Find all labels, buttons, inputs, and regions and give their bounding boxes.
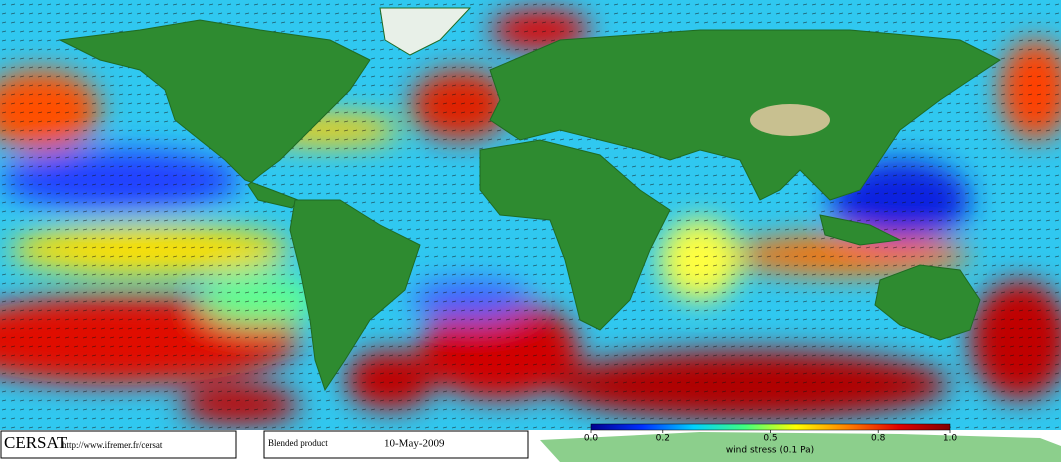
colorbar-tick-label: 1.0 [943, 434, 958, 444]
land [58, 7, 1001, 392]
product-box [263, 430, 529, 459]
colorbar [590, 423, 951, 431]
logo: CERSAT [4, 433, 68, 452]
antarctica [540, 432, 1061, 462]
logo-box [0, 430, 237, 459]
colorbar-tick-label: 0.2 [656, 434, 670, 444]
colorbar-tick-label: 0.8 [871, 434, 886, 444]
colorbar-tick-label: 0.0 [584, 434, 599, 444]
url: http://www.ifremer.fr/cersat [62, 440, 163, 450]
colorbar-tick-label: 0.5 [763, 434, 777, 444]
date: 10-May-2009 [384, 438, 445, 450]
colorbar-label: wind stress (0.1 Pa) [726, 446, 814, 456]
product: Blended product [268, 438, 328, 448]
